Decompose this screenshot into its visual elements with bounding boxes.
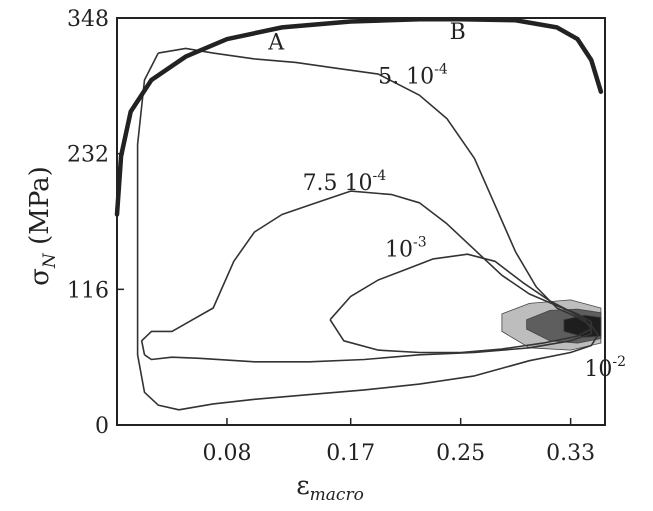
annotation-label: 10-2 bbox=[584, 354, 626, 382]
contour-line-2 bbox=[140, 190, 593, 363]
annotations: A B5. 10-4 7.5 10-4 10-3 10-2 bbox=[267, 20, 626, 382]
envelope-line bbox=[114, 16, 604, 217]
annotation-label: 10-3 bbox=[385, 235, 427, 263]
annotation-label: A bbox=[267, 31, 285, 56]
tick-labels: 0.08 0.17 0.25 0.33 0 116 232 348 bbox=[67, 7, 595, 466]
x-tick-label: 0.25 bbox=[436, 441, 485, 466]
x-axis-title: εmacro bbox=[296, 471, 364, 505]
y-axis-title: σN (MPa) bbox=[25, 166, 60, 286]
y-tick-label: 232 bbox=[67, 143, 109, 168]
annotation-label: 5. 10-4 bbox=[378, 61, 448, 89]
annotation-label: 7.5 10-4 bbox=[303, 168, 387, 196]
y-tick-label: 348 bbox=[67, 7, 109, 32]
x-tick-label: 0.08 bbox=[202, 441, 251, 466]
y-tick-label: 116 bbox=[67, 278, 109, 303]
y-tick-label: 0 bbox=[95, 414, 109, 439]
x-tick-label: 0.33 bbox=[546, 441, 595, 466]
contour-line-3 bbox=[329, 253, 593, 354]
tick-marks bbox=[117, 17, 572, 426]
plot-frame bbox=[116, 17, 606, 426]
x-tick-label: 0.17 bbox=[326, 441, 375, 466]
contour-line-1 bbox=[136, 47, 599, 411]
annotation-label: B bbox=[450, 20, 466, 45]
plot-content bbox=[114, 16, 604, 411]
